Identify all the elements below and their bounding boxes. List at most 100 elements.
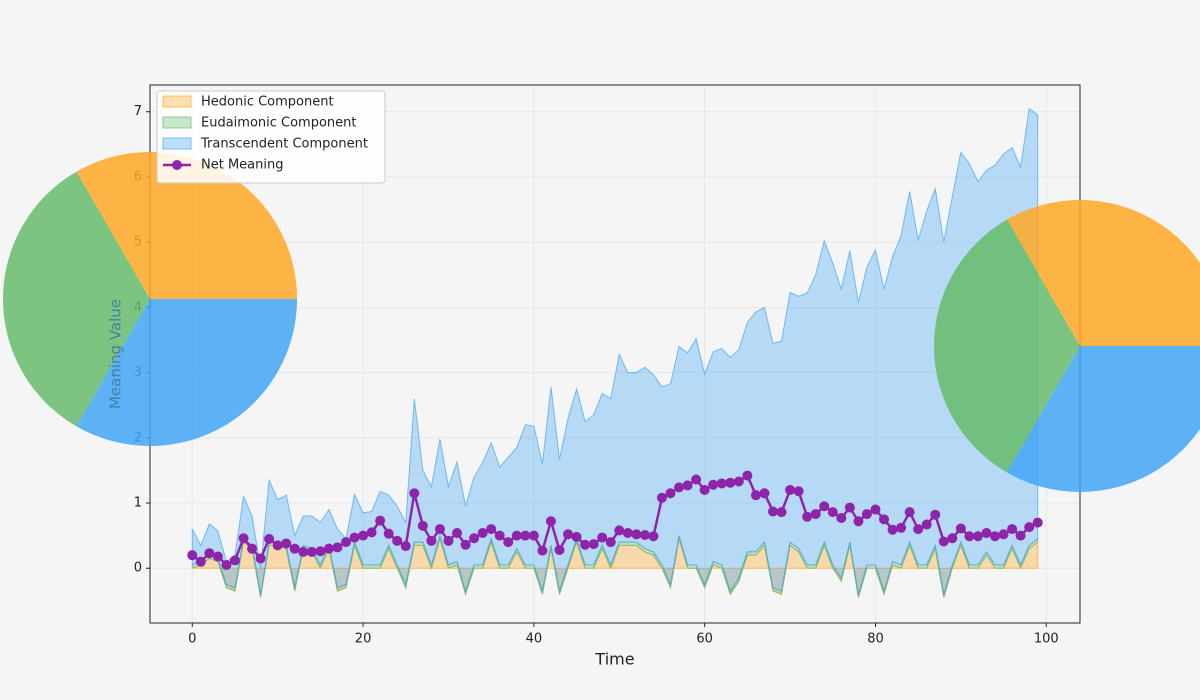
- point: [452, 528, 463, 539]
- point: [793, 486, 804, 497]
- point: [879, 514, 890, 525]
- point: [400, 541, 411, 552]
- x-tick-label: 100: [1034, 632, 1059, 647]
- point: [699, 484, 710, 495]
- point: [631, 529, 642, 540]
- point: [563, 529, 574, 540]
- point: [1015, 530, 1026, 541]
- point: [247, 543, 258, 554]
- point: [417, 520, 428, 531]
- point: [1007, 524, 1018, 535]
- point: [733, 476, 744, 487]
- point: [870, 504, 881, 515]
- point: [537, 545, 548, 556]
- point: [1024, 522, 1035, 533]
- point: [947, 533, 958, 544]
- point: [212, 551, 223, 562]
- point: [887, 524, 898, 535]
- point: [708, 479, 719, 490]
- point: [844, 502, 855, 513]
- pie-slice: [76, 299, 297, 446]
- point: [520, 530, 531, 541]
- point: [580, 539, 591, 550]
- point: [614, 525, 625, 536]
- point: [972, 531, 983, 542]
- point: [682, 480, 693, 491]
- point: [392, 535, 403, 546]
- point: [545, 516, 556, 527]
- point: [528, 530, 539, 541]
- point: [896, 522, 907, 533]
- point: [819, 501, 830, 512]
- point: [648, 531, 659, 542]
- point: [332, 542, 343, 553]
- point: [836, 513, 847, 524]
- legend-label: Net Meaning: [201, 158, 283, 173]
- point: [691, 474, 702, 485]
- x-tick-label: 80: [867, 632, 884, 647]
- point: [358, 530, 369, 541]
- x-axis-label: Time: [594, 650, 634, 669]
- point: [383, 528, 394, 539]
- point: [503, 537, 514, 548]
- point: [281, 538, 292, 549]
- x-tick-label: 60: [696, 632, 713, 647]
- overlay: Time Meaning Value Hedonic Component Eudaim…: [107, 90, 635, 669]
- point: [767, 506, 778, 517]
- point: [802, 511, 813, 522]
- x-tick-label: 40: [526, 632, 543, 647]
- point: [716, 478, 727, 489]
- legend-patch: [162, 95, 192, 108]
- point: [409, 488, 420, 499]
- point: [785, 484, 796, 495]
- point: [229, 555, 240, 566]
- legend-label: Hedonic Component: [201, 95, 334, 110]
- point: [750, 490, 761, 501]
- point: [340, 537, 351, 548]
- point: [443, 535, 454, 546]
- legend-label: Transcendent Component: [200, 137, 368, 152]
- pie-slice: [1007, 346, 1200, 492]
- point: [477, 528, 488, 539]
- point: [323, 543, 334, 554]
- y-tick-label: 0: [134, 561, 142, 576]
- point: [306, 546, 317, 557]
- point: [426, 535, 437, 546]
- point: [955, 523, 966, 534]
- point: [469, 533, 480, 544]
- point: [998, 529, 1009, 540]
- point: [964, 531, 975, 542]
- pies: [3, 152, 1200, 492]
- point: [1032, 517, 1043, 528]
- point: [511, 530, 522, 541]
- point: [195, 556, 206, 567]
- point: [776, 507, 787, 518]
- point: [588, 539, 599, 550]
- point: [990, 531, 1001, 542]
- point: [981, 528, 992, 539]
- y-tick-label: 7: [134, 104, 142, 119]
- point: [315, 546, 326, 557]
- point: [366, 527, 377, 538]
- point: [460, 539, 471, 550]
- point: [486, 524, 497, 535]
- legend-marker: [172, 160, 182, 170]
- point: [674, 482, 685, 493]
- point: [665, 488, 676, 499]
- point: [725, 477, 736, 488]
- legend-patch: [162, 137, 192, 150]
- point: [930, 509, 941, 520]
- point: [571, 531, 582, 542]
- point: [622, 528, 633, 539]
- legend-label: Eudaimonic Component: [201, 116, 357, 131]
- point: [921, 519, 932, 530]
- point: [605, 537, 616, 548]
- point: [494, 530, 505, 541]
- point: [204, 548, 215, 559]
- y-tick-label: 1: [134, 496, 142, 511]
- legend-patch: [162, 116, 192, 129]
- point: [639, 529, 650, 540]
- point: [349, 532, 360, 543]
